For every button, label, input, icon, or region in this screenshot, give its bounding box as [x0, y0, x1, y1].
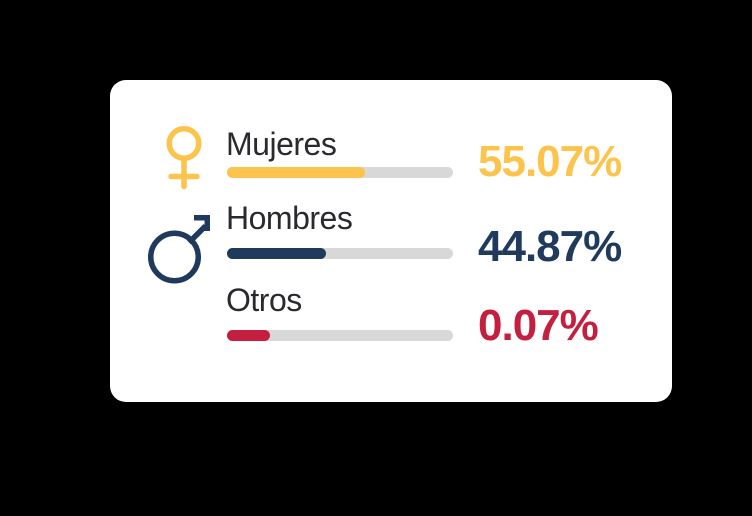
progress-track-hombres: [227, 248, 453, 259]
male-icon: [148, 212, 213, 284]
progress-fill-otros: [227, 330, 270, 341]
progress-fill-mujeres: [227, 167, 365, 178]
category-label-hombres: Hombres: [226, 200, 353, 236]
progress-fill-hombres: [227, 248, 327, 259]
category-label-mujeres: Mujeres: [226, 126, 337, 162]
gender-stats-card: Mujeres 55.07% Hombres 44.87% Otros 0.07…: [110, 80, 672, 402]
female-icon: [165, 126, 203, 190]
category-label-otros: Otros: [226, 282, 302, 318]
progress-track-mujeres: [227, 167, 453, 178]
progress-track-otros: [227, 330, 453, 341]
value-label-mujeres: 55.07%: [478, 137, 622, 186]
value-label-hombres: 44.87%: [478, 222, 622, 271]
value-label-otros: 0.07%: [478, 301, 599, 350]
